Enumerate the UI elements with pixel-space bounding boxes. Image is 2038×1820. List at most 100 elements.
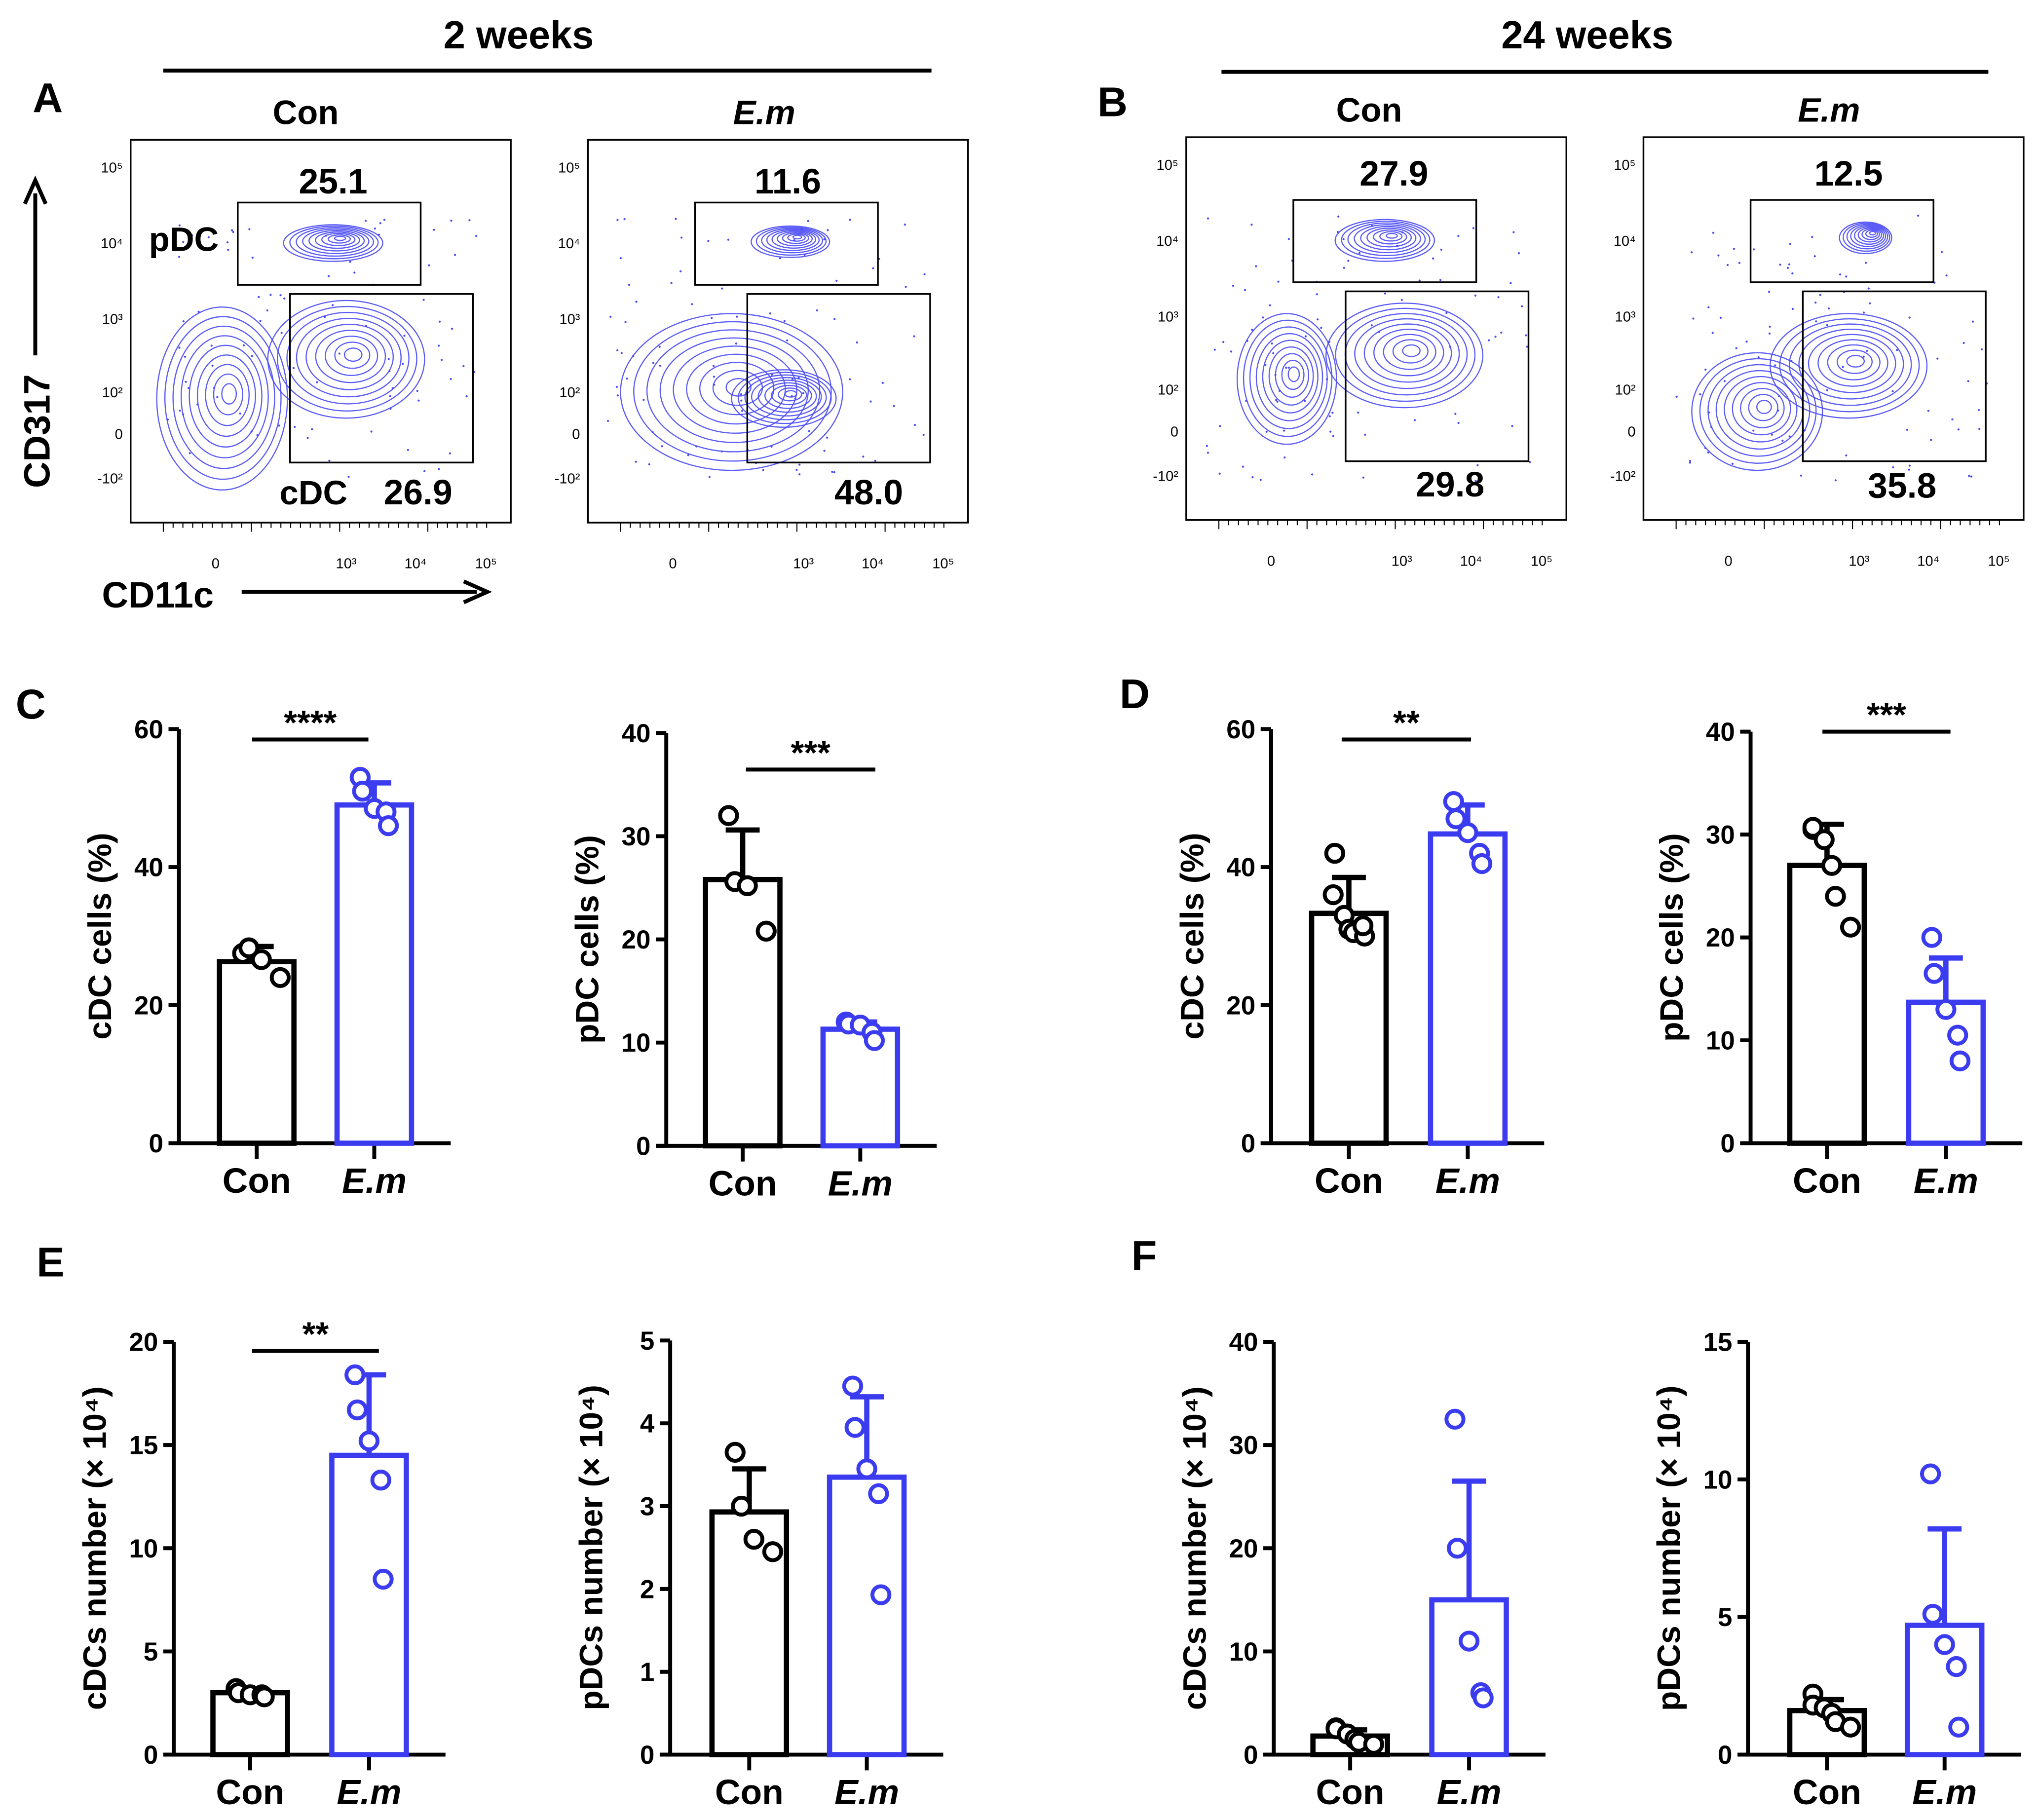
event-dot [178,256,181,258]
flow-group-label: E.m [1798,91,1860,129]
event-dot [849,219,851,221]
significance-label: **** [284,704,337,742]
bar-con [1787,863,1867,1146]
event-dot [403,335,406,337]
event-dot [292,367,295,369]
event-dot [1517,252,1520,255]
event-dot [661,445,663,448]
event-dot [1800,474,1802,477]
y-tick-label: 40 [1226,853,1255,882]
contour-line [327,234,351,244]
event-dot [659,364,662,367]
event-dot [1457,421,1460,424]
contour-line [302,228,370,254]
event-dot [1358,252,1361,254]
flow-plot-frame [1642,136,2025,521]
flow-y-tick-label: 10⁴ [1156,233,1178,249]
bar-con [217,959,297,1146]
event-dot [1845,454,1848,457]
y-tick-label: 40 [1229,1328,1258,1357]
event-dot [391,387,394,389]
bar-em [1428,831,1508,1146]
significance-label: *** [791,734,831,772]
data-point [1948,1716,1969,1738]
event-dot [306,437,309,439]
header-24-weeks: 24 weeks [1501,13,1673,57]
contour-line [334,235,346,241]
data-point [1946,1656,1967,1677]
flow-y-tick-label: 10⁵ [1157,157,1178,173]
event-dot [904,223,906,226]
y-axis-label: pDCs number (× 10⁴) [573,1385,609,1710]
cdc-gate-label: cDC [280,474,348,512]
event-dot [437,344,440,347]
contour-line [296,317,402,398]
event-dot [248,228,251,230]
event-dot [1689,459,1692,462]
event-dot [1370,225,1373,227]
contour-line [1383,334,1436,370]
event-dot [1439,279,1442,281]
contour-line [1827,344,1881,380]
event-dot [1269,304,1271,306]
event-dot [770,445,773,448]
event-dot [1978,427,1981,430]
contour-line [1817,339,1888,387]
contour-line [1379,231,1403,242]
event-dot [1789,242,1791,245]
significance-label: ** [1393,704,1420,742]
event-dot [862,455,865,458]
contour-line [771,230,817,249]
pdc-percentage: 11.6 [755,162,821,201]
event-dot [793,239,795,241]
event-dot [1963,341,1965,344]
y-tick-label: 20 [134,991,163,1020]
flow-y-tick-label: 10⁴ [558,236,580,252]
event-dot [332,304,334,306]
event-dot [620,352,623,354]
event-dot [1418,279,1421,282]
event-dot [178,346,181,349]
event-dot [791,378,794,380]
data-point [1363,1734,1384,1755]
event-dot [800,228,803,230]
flow-y-tick-label: 10² [102,385,123,401]
event-dot [872,267,874,269]
contour-line [267,300,425,419]
event-dot [1945,274,1948,277]
contour-line [1865,229,1878,238]
y-tick-label: 3 [640,1492,654,1521]
contour-line [1748,394,1778,421]
event-dot [251,355,253,357]
y-tick-label: 0 [144,1741,158,1770]
event-dot [278,424,280,427]
event-dot [374,228,376,230]
y-tick-label: 10 [1706,1026,1735,1056]
flow-y-tick-label: -10² [1153,468,1178,484]
event-dot [423,470,426,473]
event-dot [377,233,380,236]
event-dot [1704,368,1707,371]
bar-em [1429,1597,1509,1757]
event-dot [1316,293,1318,296]
flow-x-tick-label: 10⁴ [862,556,884,572]
event-dot [207,236,210,238]
x-tick-label: E.m [337,1773,401,1812]
y-axis-label: pDC cells (%) [569,835,606,1044]
event-dot [735,342,738,345]
contour-line [755,227,827,256]
flow-group-label: Con [1336,91,1402,129]
event-dot [450,220,453,222]
event-dot [797,377,800,379]
event-dot [449,452,451,455]
event-dot [1262,316,1264,319]
event-dot [679,270,682,273]
event-dot [1336,230,1339,233]
flow-x-tick-label: 10³ [793,556,814,572]
event-dot [893,405,895,407]
event-dot [1432,257,1434,260]
event-dot [402,363,404,365]
event-dot [720,287,723,290]
contour-line [1836,349,1873,374]
event-dot [1733,248,1735,250]
